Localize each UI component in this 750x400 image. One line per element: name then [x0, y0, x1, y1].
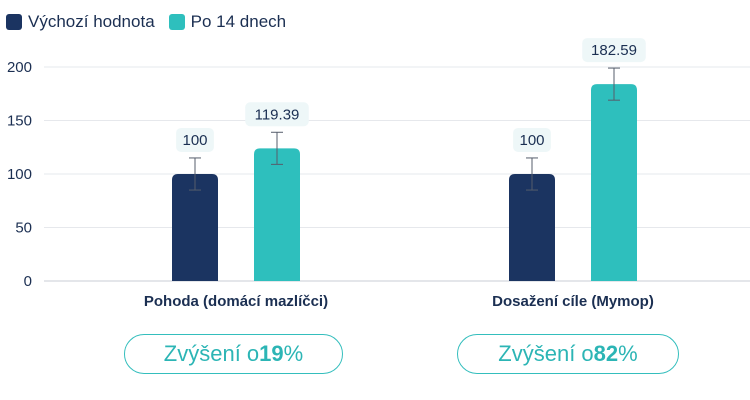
- increase-badge-mymop-prefix: Zvýšení o: [498, 341, 594, 366]
- increase-badge-pohoda-suffix: %: [283, 341, 304, 366]
- increase-badge-pohoda: Zvýšení o 19%: [124, 334, 343, 374]
- data-label-bg: [176, 127, 214, 152]
- x-category-label: Pohoda (domácí mazlíčci): [144, 293, 328, 310]
- legend-label-after-14-days: Po 14 dnech: [190, 12, 287, 31]
- legend-item-after-14-days[interactable]: Po 14 dnech: [168, 12, 287, 32]
- data-label-bg: [245, 102, 309, 127]
- data-label: 100: [182, 132, 207, 149]
- data-label: 182.59: [591, 42, 637, 59]
- legend: Výchozí hodnota Po 14 dnech: [6, 12, 286, 32]
- bar: [591, 84, 637, 282]
- bar: [172, 174, 218, 281]
- increase-badge-mymop-number: 82: [593, 341, 619, 366]
- legend-swatch-baseline: [6, 14, 22, 30]
- data-label-bg: [582, 38, 646, 63]
- data-label: 119.39: [255, 106, 300, 123]
- legend-swatch-after-14-days: [168, 14, 185, 30]
- y-tick-label: 200: [7, 59, 32, 76]
- x-category-label: Dosažení cíle (Mymop): [492, 293, 654, 310]
- increase-badge-pohoda-number: 19: [259, 341, 284, 366]
- bar: [509, 174, 555, 281]
- legend-item-baseline[interactable]: Výchozí hodnota: [6, 12, 155, 32]
- legend-label-baseline: Výchozí hodnota: [28, 12, 155, 31]
- bar: [254, 148, 300, 281]
- data-label: 100: [519, 132, 544, 149]
- increase-badge-mymop: Zvýšení o 82%: [457, 334, 679, 374]
- y-tick-label: 0: [24, 273, 32, 290]
- y-tick-label: 50: [15, 220, 32, 237]
- y-tick-label: 150: [7, 113, 32, 130]
- y-tick-label: 100: [7, 166, 32, 183]
- data-label-bg: [513, 127, 551, 152]
- increase-badge-pohoda-prefix: Zvýšení o: [163, 341, 260, 366]
- increase-badge-mymop-suffix: %: [618, 341, 638, 366]
